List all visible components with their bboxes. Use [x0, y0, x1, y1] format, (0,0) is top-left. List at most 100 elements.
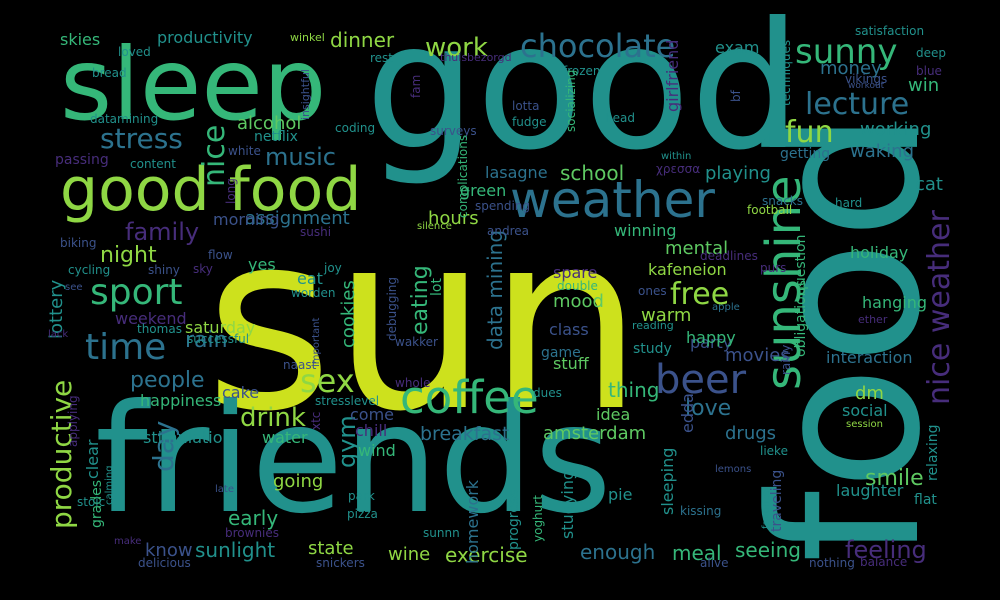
cloud-word-white: white	[228, 144, 261, 158]
cloud-word-studying: studying	[558, 469, 577, 539]
cloud-word-lot: lot	[429, 278, 445, 296]
cloud-word-blue: blue	[916, 64, 942, 78]
cloud-word-delicious: delicious	[138, 556, 191, 570]
cloud-word-dm: dm	[855, 383, 884, 404]
cloud-word-bf: bf	[729, 90, 743, 102]
cloud-word-interaction: interaction	[826, 348, 913, 367]
cloud-word-sky: sky	[193, 262, 213, 276]
cloud-word-alive: alive	[700, 556, 729, 570]
cloud-word-brownies: brownies	[225, 526, 280, 540]
cloud-word-dinner: dinner	[330, 28, 395, 52]
cloud-word-reading: reading	[632, 319, 674, 332]
cloud-word-water: water	[262, 428, 308, 447]
cloud-word-worden: worden	[291, 286, 336, 300]
cloud-word-green: green	[460, 181, 507, 200]
cloud-word-seeing: seeing	[735, 538, 801, 562]
cloud-word-double: double	[557, 279, 598, 293]
cloud-word-pizza: pizza	[347, 507, 378, 521]
cloud-word-mental: mental	[665, 238, 729, 259]
cloud-word-sunny: sunny	[795, 32, 898, 72]
cloud-word-χρεσσα: χρεσσα	[656, 162, 701, 176]
cloud-word-drink: drink	[240, 403, 306, 433]
cloud-word-warm: warm	[641, 305, 692, 326]
cloud-word-loved: loved	[118, 45, 151, 59]
cloud-word-going: going	[273, 471, 324, 492]
cloud-word-exam: exam	[715, 38, 760, 57]
cloud-word-thomas: thomas	[137, 322, 182, 336]
cloud-word-make: make	[114, 536, 142, 547]
cloud-word-park: park	[348, 489, 375, 503]
cloud-word-saturday: saturday	[185, 318, 256, 337]
cloud-word-happiness: happiness	[140, 391, 222, 410]
cloud-word-exercise: exercise	[445, 543, 528, 567]
cloud-word-study: study	[633, 341, 672, 357]
cloud-word-playing: playing	[705, 163, 771, 184]
cloud-word-football: football	[747, 203, 793, 217]
cloud-word-enough: enough	[580, 540, 656, 564]
cloud-word-joy: joy	[324, 261, 342, 275]
cloud-word-spending: spending	[475, 199, 531, 213]
cloud-word-debugging: debugging	[385, 276, 399, 341]
cloud-word-girlfriend: girlfriend	[663, 39, 682, 112]
cloud-word-fudge: fudge	[512, 115, 547, 129]
cloud-word-stress: stress	[100, 122, 183, 155]
cloud-word-alcohol: alcohol	[237, 113, 302, 134]
cloud-word-calming: calming	[104, 465, 115, 505]
cloud-word-long: long	[224, 178, 238, 204]
cloud-word-workout: workout	[848, 81, 885, 91]
cloud-word-game: game	[541, 345, 581, 361]
cloud-word-purs: purs	[760, 261, 787, 275]
cloud-word-socializing: socializing	[564, 69, 578, 132]
cloud-word-pie: pie	[608, 485, 633, 504]
cloud-word-people: people	[130, 368, 205, 393]
cloud-word-assignment: assignment	[245, 208, 350, 229]
cloud-word-cake: cake	[222, 383, 260, 402]
cloud-word-netflix: netflix	[254, 129, 298, 145]
cloud-word-biking: biking	[60, 236, 97, 250]
cloud-word-sex: sex	[300, 362, 355, 400]
cloud-word-ether: ether	[858, 313, 888, 326]
cloud-word-working: working	[860, 119, 932, 140]
cloud-word-come: come	[350, 405, 395, 424]
cloud-word-weather: weather	[510, 171, 715, 229]
cloud-word-obligations: obligations	[793, 280, 809, 357]
cloud-word-data-mining: data mining	[483, 229, 507, 350]
cloud-word-movies: movies	[725, 345, 790, 366]
cloud-word-silence: silence	[417, 221, 452, 232]
cloud-word-clear: clear	[83, 439, 102, 479]
cloud-word-morning: morning	[213, 210, 280, 229]
cloud-word-satisfaction: satisfaction	[855, 24, 925, 38]
cloud-word-work: work	[425, 33, 488, 63]
cloud-word-laughter: laughter	[836, 481, 904, 500]
cloud-word-sushi: sushi	[300, 225, 332, 239]
cloud-word-vikings: vikings	[845, 72, 888, 86]
cloud-word-rest: rest	[370, 51, 394, 65]
cloud-word-fun: fun	[785, 115, 834, 150]
cloud-word-eat: eat	[297, 269, 323, 288]
cloud-word-fam: fam	[409, 74, 423, 98]
cloud-word-smile: smile	[865, 466, 924, 491]
cloud-word-nothing: nothing	[809, 556, 855, 570]
cloud-word-traveling: traveling	[769, 469, 785, 532]
cloud-word-friends: friends	[95, 373, 612, 547]
cloud-word-sleep: sleep	[60, 26, 327, 143]
cloud-word-cookies: cookies	[338, 280, 359, 348]
cloud-word-rain: rain	[185, 328, 228, 353]
cloud-word-applying: applying	[66, 395, 80, 447]
cloud-word-social: social	[842, 401, 888, 420]
cloud-word-rainy: rainy	[779, 344, 793, 375]
cloud-word-lasagne: lasagne	[485, 163, 548, 182]
cloud-word-edda: edda	[678, 393, 697, 433]
cloud-word-party: party	[690, 333, 733, 352]
cloud-word-complications: complications	[456, 134, 470, 218]
cloud-word-time: time	[85, 327, 167, 368]
cloud-word-breakfast: breakfast	[420, 423, 510, 445]
cloud-word-getting: getting	[780, 146, 831, 162]
cloud-word-yoghurt: yoghurt	[531, 495, 545, 542]
cloud-word-coffee: coffee	[400, 371, 539, 424]
cloud-word-sport: sport	[90, 272, 183, 313]
cloud-word-hanging: hanging	[862, 293, 927, 312]
cloud-word-sleeping: sleeping	[658, 447, 677, 515]
cloud-word-weekend: weekend	[115, 309, 187, 328]
